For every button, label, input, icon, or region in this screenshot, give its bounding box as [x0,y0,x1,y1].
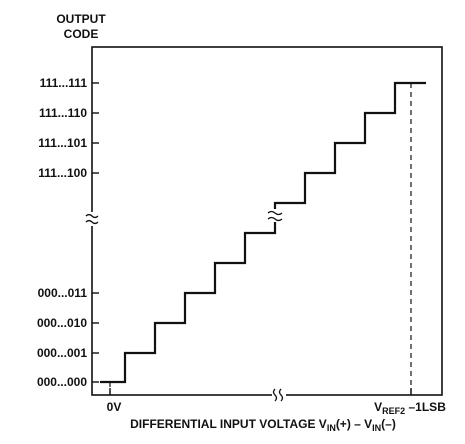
x-axis-break-icon [272,388,286,402]
staircase-lower [100,220,277,384]
staircase-upper [273,81,426,209]
y-axis-title-line1: OUTPUT [56,12,106,26]
y-tick-label-111-101: 111...101 [38,136,87,150]
y-tick-label-111-100: 111...100 [38,166,87,180]
plot-frame [91,46,443,396]
y-tick-label-111-110: 111...110 [39,106,87,120]
y-tick-label-000-011: 000...011 [38,286,88,300]
y-tick-label-000-010: 000...010 [37,316,87,330]
y-axis-break-icon [85,212,99,226]
y-ticks [92,82,99,383]
staircase-break-icon [267,210,283,222]
y-tick-label-000-001: 000...001 [37,346,87,360]
x-axis-title: DIFFERENTIAL INPUT VOLTAGE VIN(+) – VIN(… [130,417,396,433]
x-tick-label-0v: 0V [107,400,122,414]
x-tick-label-vref2-minus-1lsb: VREF2 –1LSB [374,400,446,416]
y-axis-title-line2: CODE [64,27,99,41]
y-tick-label-000-000: 000...000 [37,375,87,389]
y-tick-label-111-111: 111...111 [40,76,88,90]
